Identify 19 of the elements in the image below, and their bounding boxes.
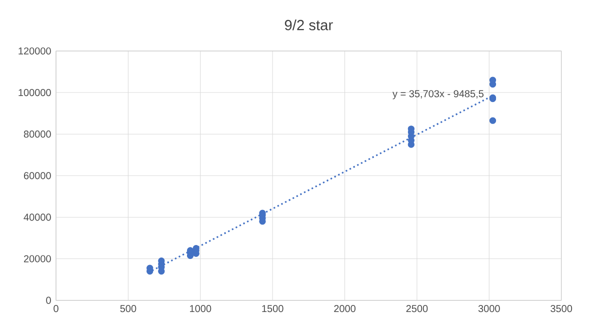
x-tick-label: 3000 (478, 305, 500, 312)
x-tick-label: 2000 (334, 305, 356, 312)
y-tick-label: 100000 (18, 89, 51, 96)
y-tick-label: 60000 (24, 172, 51, 180)
x-tick-label: 3500 (550, 305, 572, 312)
y-tick-label: 40000 (24, 214, 51, 221)
annotation: y = 35,703x - 9485,5 (392, 90, 484, 100)
y-tick-label: 80000 (24, 130, 51, 138)
x-tick-label: 2500 (406, 305, 428, 312)
x-tick-label: 0 (54, 305, 58, 312)
x-tick-label: 1500 (262, 305, 284, 312)
y-tick-label: 120000 (18, 47, 51, 55)
y-tick-label: 20000 (24, 255, 51, 262)
point (489, 117, 496, 124)
x-tick-label: 500 (120, 305, 136, 312)
point (489, 76, 496, 84)
x-tick-label: 1000 (190, 305, 212, 312)
chart-title: 9/2 star (284, 20, 333, 30)
y-tick-label: 0 (46, 296, 51, 304)
